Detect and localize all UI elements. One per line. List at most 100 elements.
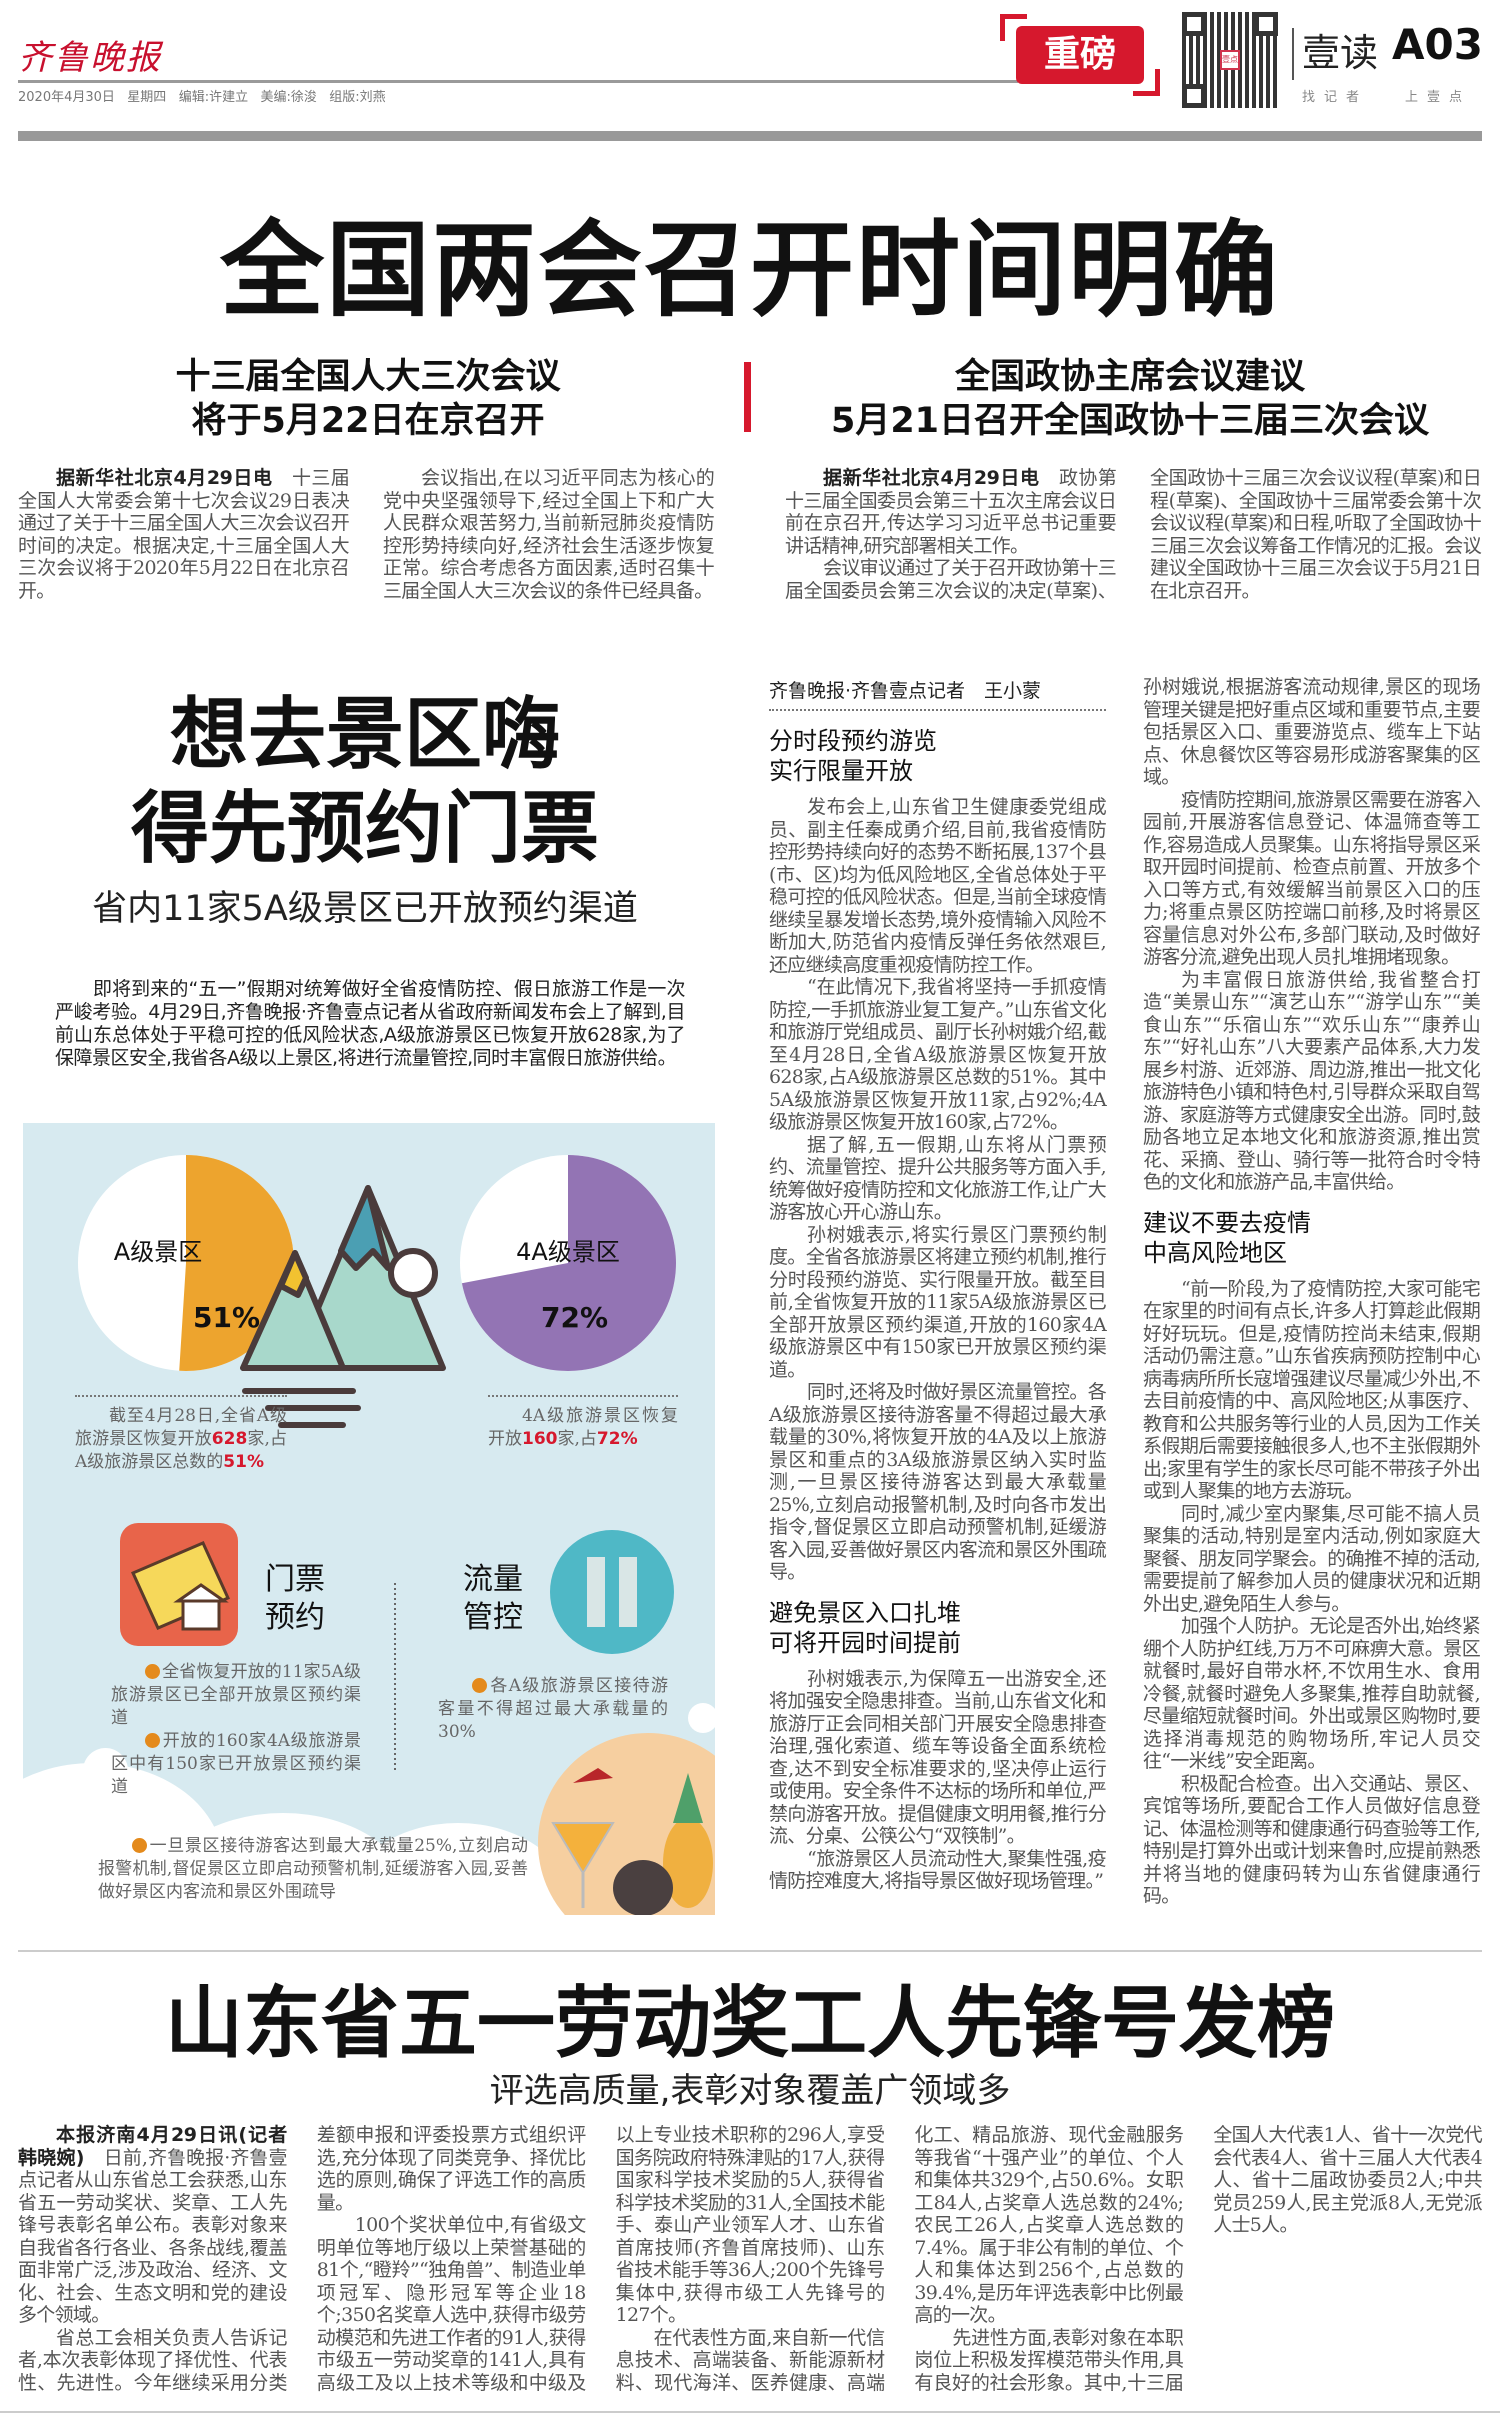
article-cppcc: 据新华社北京4月29日电 政协第十三届全国委员会第三十五次主席会议日前在京召开,… bbox=[785, 467, 1482, 627]
channel-name: 壹读 bbox=[1302, 31, 1379, 75]
heading-line: 实行限量开放 bbox=[769, 757, 913, 785]
caption-number: 160 bbox=[522, 1429, 558, 1449]
pie-a-value: 51% bbox=[193, 1301, 261, 1334]
paragraph: 省总工会相关负责人告诉记者,本次表彰体现了择优性、代表性、先进性。今年继续采用分… bbox=[18, 2124, 586, 2394]
tourism-column-1: 分时段预约游览 实行限量开放 发布会上,山东省卫生健康委党组成员、副主任秦成勇介绍… bbox=[769, 712, 1107, 1893]
tourism-lead: 即将到来的“五一”假期对统筹做好全省疫情防控、假日旅游工作是一次严峻考验。4月2… bbox=[55, 978, 686, 1069]
subhead-line: 全国政协主席会议建议 bbox=[954, 357, 1305, 397]
paragraph: 积极配合检查。出入交通站、景区、宾馆等场所,要配合工作人员做好信息登记、体温检测… bbox=[1143, 1772, 1481, 1908]
labor-article: 本报济南4月29日讯(记者韩晓婉) 日前,齐鲁晚报·齐鲁壹点记者从山东省总工会获… bbox=[18, 2124, 1483, 2408]
ticket-bullet: 全省恢复开放的11家5A级旅游景区已全部开放景区预约渠道 bbox=[111, 1661, 361, 1730]
dateline: 据新华社北京4月29日电 bbox=[56, 467, 273, 489]
cocktail-icon bbox=[551, 1768, 615, 1908]
pie-4a-label: 4A级景区 bbox=[516, 1238, 620, 1266]
labor-headline: 山东省五一劳动奖工人先锋号发榜 bbox=[164, 1979, 1335, 2069]
caption-4a: 4A级旅游景区恢复开放160家,占72% bbox=[488, 1405, 678, 1451]
tourism-column-2: 孙树娥说,根据游客流动规律,景区的现场管理关键是把好重点区域和重要节点,主要包括… bbox=[1143, 676, 1481, 1908]
paragraph: 同时,还将及时做好景区流量管控。各A级旅游景区接待游客量不得超过最大承载量的30… bbox=[769, 1381, 1107, 1583]
mountain-icon bbox=[240, 1185, 446, 1428]
paragraph: 为丰富假日旅游供给,我省整合打造“美景山东”“演艺山东”“游学山东”“美食山东”… bbox=[1143, 968, 1481, 1194]
divider bbox=[0, 2411, 1500, 2413]
pause-icon bbox=[550, 1530, 674, 1654]
bullet-icon bbox=[472, 1678, 487, 1693]
subhead-line: 十三届全国人大三次会议 bbox=[175, 357, 561, 397]
caption-a: 截至4月28日,全省A级旅游景区恢复开放628家,占A级旅游景区总数的51% bbox=[75, 1405, 287, 1474]
qr-center-label: 壹点 bbox=[1220, 50, 1240, 70]
paragraph: “前一阶段,为了疫情防控,大家可能宅在家里的时间有点长,许多人打算趁此假期好好玩… bbox=[1143, 1277, 1481, 1503]
heading-line: 分时段预约游览 bbox=[769, 727, 937, 755]
bullet-text: 各A级旅游景区接待游客量不得超过最大承载量的30% bbox=[438, 1676, 668, 1742]
divider bbox=[1292, 28, 1294, 80]
paragraph: 日前,齐鲁晚报·齐鲁壹点记者从山东省总工会获悉,山东省五一劳动奖状、奖章、工人先… bbox=[18, 2146, 287, 2327]
paragraph: 政协第十三届全国委员会第三十五次主席会议日前在京召开,传达学习习近平总书记重要讲… bbox=[785, 467, 1117, 557]
paragraph: 会议审议通过了关于召开政协第十三届全国委员会第三次会议的决定(草案)、全国政协十… bbox=[785, 467, 1482, 602]
divider bbox=[18, 1950, 1482, 1952]
title-line: 流量 bbox=[463, 1562, 523, 1597]
ticket-icon bbox=[120, 1523, 238, 1646]
paragraph: 十三届全国人大常委会第十七次会议29日表决通过了关于十三届全国人大三次会议召开时… bbox=[18, 467, 350, 602]
caption-number: 51% bbox=[223, 1452, 264, 1472]
heading-line: 避免景区入口扎堆 bbox=[769, 1598, 961, 1627]
caption-text: 截至4月28日,全省A级旅游景区恢复开放 bbox=[75, 1406, 287, 1449]
paragraph: 先进性方面,表彰对象在本职岗位上积极发挥模范带头作用,具有良好的社会形象。其中,… bbox=[914, 2124, 1482, 2394]
byline: 齐鲁晚报·齐鲁壹点记者 王小蒙 bbox=[769, 676, 1106, 711]
caption-number: 628 bbox=[211, 1429, 248, 1449]
subhead-line: 5月21日召开全国政协十三届三次会议 bbox=[830, 401, 1430, 441]
paragraph: 孙树娥表示,将实行景区门票预约制度。全省各旅游景区将建立预约机制,推行分时段预约… bbox=[769, 1223, 1107, 1381]
paragraph: 据了解,五一假期,山东将从门票预约、流量管控、提升公共服务等方面入手,统筹做好疫… bbox=[769, 1133, 1107, 1224]
title-line: 门票 bbox=[265, 1562, 325, 1597]
newspaper-logo: 齐鲁晚报 bbox=[18, 38, 162, 78]
divider bbox=[18, 80, 1018, 83]
heading-line: 中高风险地区 bbox=[1143, 1238, 1287, 1267]
pie-chart-4a-level bbox=[460, 1155, 676, 1371]
bullet-icon bbox=[145, 1733, 160, 1748]
article-npc: 据新华社北京4月29日电 十三届全国人大常委会第十七次会议29日表决通过了关于十… bbox=[18, 467, 715, 627]
paragraph: 疫情防控期间,旅游景区需要在游客入园前,开展游客信息登记、体温筛查等工作,容易造… bbox=[1143, 788, 1481, 969]
ticket-bullets: 全省恢复开放的11家5A级旅游景区已全部开放景区预约渠道 开放的160家4A级旅… bbox=[111, 1661, 361, 1799]
paragraph: 发布会上,山东省卫生健康委党组成员、副主任秦成勇介绍,目前,我省疫情防控形势持续… bbox=[769, 796, 1107, 976]
flow-title: 流量 管控 bbox=[463, 1561, 523, 1637]
headline-line: 想去景区嗨 bbox=[169, 690, 560, 780]
issue-dateline: 2020年4月30日 星期四 编辑:许建立 美编:徐浚 组版:刘燕 bbox=[18, 90, 386, 105]
caption-text: 4A级旅游景区恢复开放 bbox=[488, 1406, 678, 1449]
caption-number: 72% bbox=[596, 1429, 638, 1449]
pie-a-label: A级景区 bbox=[113, 1238, 203, 1266]
left-subhead: 十三届全国人大三次会议 将于5月22日在京召开 bbox=[18, 355, 718, 443]
flow-bullet: 各A级旅游景区接待游客量不得超过最大承载量的30% bbox=[438, 1675, 668, 1744]
heading-line: 建议不要去疫情 bbox=[1143, 1208, 1311, 1237]
red-divider bbox=[744, 362, 751, 432]
infographic: A级景区 51% 4A级景区 72% 截至4月28日,全省A级旅游景区恢复开放6… bbox=[23, 1123, 715, 1915]
qr-code-icon: 壹点 bbox=[1182, 12, 1278, 108]
caption-text: 家,占A级旅游景区总数的 bbox=[75, 1429, 287, 1472]
paragraph: 孙树娥说,根据游客流动规律,景区的现场管理关键是把好重点区域和重要节点,主要包括… bbox=[1143, 676, 1481, 788]
section-heading: 避免景区入口扎堆 可将开园时间提前 bbox=[769, 1598, 1106, 1658]
subhead-line: 将于5月22日在京召开 bbox=[191, 401, 545, 441]
bullet-text: 开放的160家4A级旅游景区中有150家已开放景区预约渠道 bbox=[111, 1731, 361, 1797]
paragraph: 加强个人防护。无论是否外出,始终紧绷个人防护红线,万万不可麻痹大意。景区就餐时,… bbox=[1143, 1615, 1481, 1772]
pie-4a-value: 72% bbox=[541, 1301, 609, 1334]
paragraph: 在代表性方面,来自新一代信息技术、高端装备、新能源新材料、现代海洋、医养健康、高… bbox=[615, 2124, 1184, 2394]
lead-headline: 全国两会召开时间明确 bbox=[219, 209, 1280, 331]
paragraph: 孙树娥表示,为保障五一出游安全,还将加强安全隐患排查。当前,山东省文化和旅游厅正… bbox=[769, 1667, 1107, 1848]
bullet-icon bbox=[132, 1838, 147, 1853]
tourism-headline: 想去景区嗨 得先预约门票 bbox=[0, 688, 730, 876]
ticket-title: 门票 预约 bbox=[265, 1561, 325, 1637]
caption-rule bbox=[488, 1395, 678, 1397]
alarm-bullet: 一旦景区接待游客达到最大承载量25%,立刻启动报警机制,督促景区立即启动预警机制… bbox=[98, 1835, 528, 1904]
bullet-icon bbox=[145, 1664, 160, 1679]
section-heading: 建议不要去疫情 中高风险地区 bbox=[1143, 1208, 1480, 1268]
right-subhead: 全国政协主席会议建议 5月21日召开全国政协十三届三次会议 bbox=[770, 355, 1490, 443]
infographic-graphics bbox=[78, 1155, 715, 1915]
slogan-right: 上壹点 bbox=[1405, 90, 1472, 105]
pineapple-icon bbox=[613, 1773, 713, 1915]
paragraph: 同时,减少室内聚集,尽可能不搞人员聚集的活动,特别是室内活动,例如家庭大聚餐、朋… bbox=[1143, 1502, 1481, 1615]
dateline: 本报济南4月29日讯(记者韩晓婉) bbox=[18, 2124, 287, 2169]
badge-frame bbox=[1000, 14, 1160, 96]
caption-text: 家,占 bbox=[557, 1429, 597, 1449]
paragraph: 会议指出,在以习近平同志为核心的党中央坚强领导下,经过全国上下和广大人民群众艰苦… bbox=[383, 467, 715, 602]
title-line: 管控 bbox=[463, 1600, 523, 1635]
title-line: 预约 bbox=[265, 1600, 325, 1635]
section-badge: 重磅 bbox=[1016, 26, 1144, 84]
paragraph: “旅游景区人员流动性大,聚集性强,疫情防控难度大,将指导景区做好现场管理。” bbox=[769, 1847, 1107, 1893]
paragraph: “在此情况下,我省将坚持一手抓疫情防控,一手抓旅游业复工复产。”山东省文化和旅游… bbox=[769, 976, 1107, 1133]
